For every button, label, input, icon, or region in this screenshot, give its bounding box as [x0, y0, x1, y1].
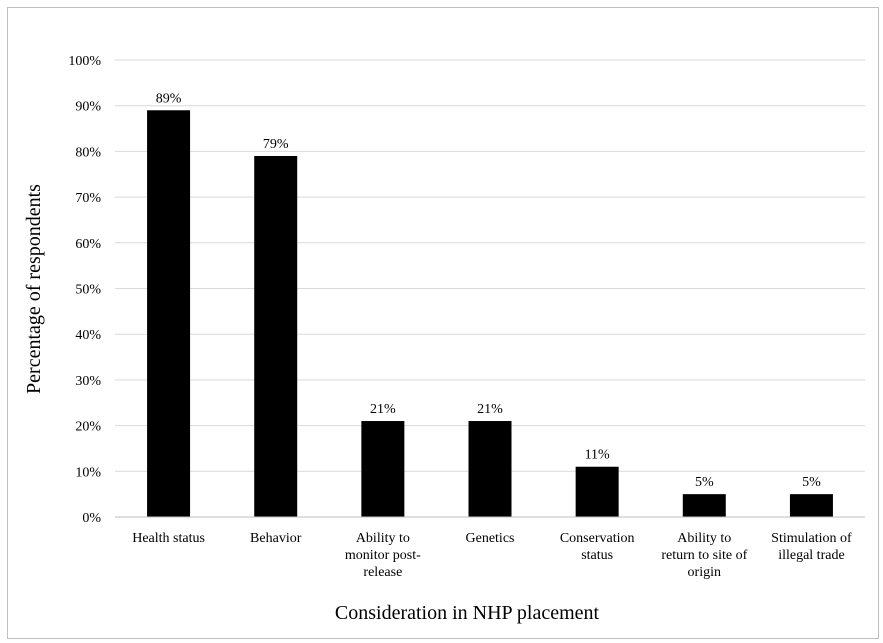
bar	[575, 466, 619, 517]
bar	[468, 421, 512, 517]
data-label: 5%	[802, 475, 821, 490]
x-tick-label: Genetics	[466, 531, 515, 546]
x-tick-label: Conservation status	[560, 531, 635, 563]
y-tick-label: 90%	[75, 100, 101, 115]
x-tick-label: Ability to return to site of origin	[661, 531, 747, 580]
x-tick-label: Behavior	[250, 531, 302, 546]
data-label: 11%	[585, 448, 610, 463]
y-tick-label: 20%	[75, 420, 101, 435]
bar	[789, 494, 833, 517]
data-label: 21%	[370, 402, 396, 417]
bar	[254, 155, 298, 517]
x-tick-label: Stimulation of illegal trade	[771, 531, 852, 563]
y-tick-label: 60%	[75, 237, 101, 252]
y-axis-tick-labels: 0% 10% 20% 30% 40% 50% 60% 70% 80% 90% 100%	[68, 54, 101, 526]
bar	[147, 110, 191, 518]
x-axis-title: Consideration in NHP placement	[335, 602, 600, 624]
data-label: 79%	[263, 137, 289, 152]
bar	[682, 494, 726, 517]
y-tick-label: 40%	[75, 328, 101, 343]
y-axis-title: Percentage of respondents	[23, 184, 45, 394]
x-axis-category-labels: Health status Behavior Ability to monitor p…	[132, 531, 852, 580]
data-label: 89%	[156, 91, 182, 106]
bars	[147, 110, 833, 518]
y-tick-label: 50%	[75, 283, 101, 298]
y-tick-label: 30%	[75, 374, 101, 389]
y-tick-label: 80%	[75, 145, 101, 160]
y-tick-label: 0%	[82, 511, 101, 526]
gridlines	[115, 59, 865, 472]
y-tick-label: 10%	[75, 465, 101, 480]
y-tick-label: 100%	[68, 54, 101, 69]
data-label: 21%	[477, 402, 503, 417]
bar	[361, 421, 405, 517]
data-label: 5%	[695, 475, 714, 490]
data-labels: 89% 79% 21% 21% 11% 5% 5%	[156, 91, 821, 490]
x-tick-label: Health status	[132, 531, 205, 546]
x-tick-label: Ability to monitor post-release	[345, 531, 421, 580]
y-tick-label: 70%	[75, 191, 101, 206]
